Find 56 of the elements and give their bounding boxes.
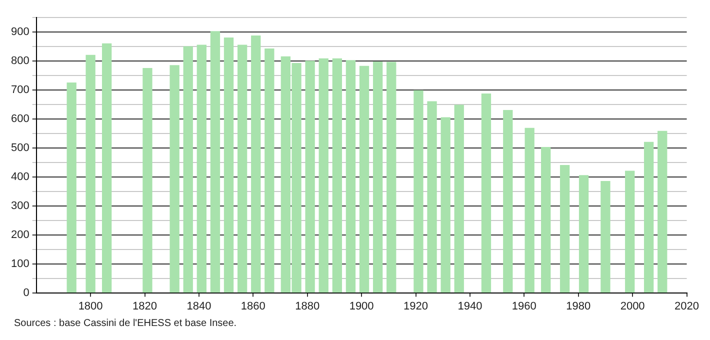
bar — [66, 82, 76, 293]
x-tick-label: 1900 — [349, 300, 374, 312]
bar — [372, 62, 383, 293]
y-tick-label: 300 — [10, 200, 30, 212]
bar — [86, 54, 96, 293]
bar — [658, 130, 668, 293]
bar — [264, 48, 274, 293]
y-tick-label: 800 — [10, 55, 30, 68]
bar — [414, 90, 424, 293]
bar — [224, 38, 234, 293]
bar — [578, 175, 589, 293]
bar — [644, 142, 654, 293]
bar — [318, 58, 328, 293]
bar — [541, 147, 551, 293]
x-tick-label: 2000 — [620, 300, 645, 312]
y-tick-label: 900 — [10, 26, 30, 38]
bar — [251, 36, 261, 293]
bar — [237, 44, 248, 293]
x-tick-label: 1800 — [78, 300, 103, 312]
bar — [210, 31, 220, 293]
y-tick-label: 500 — [10, 142, 30, 154]
bar — [102, 43, 112, 293]
bar — [481, 93, 492, 293]
y-tick-label: 200 — [10, 228, 30, 241]
bar — [183, 46, 193, 293]
x-tick-label: 1980 — [566, 300, 591, 312]
bar — [524, 128, 534, 293]
x-tick-label: 1880 — [295, 300, 320, 312]
y-tick-label: 100 — [10, 258, 30, 270]
bar — [454, 104, 464, 293]
bar — [305, 60, 315, 293]
bar — [625, 170, 635, 293]
bar — [386, 62, 396, 293]
y-tick-label: 400 — [10, 170, 30, 183]
bar — [560, 165, 570, 293]
x-tick-label: 1960 — [512, 300, 536, 312]
x-tick-label: 1820 — [132, 300, 157, 312]
x-tick-label: 1920 — [404, 300, 428, 312]
x-tick-label: 1840 — [186, 300, 212, 312]
bar — [196, 44, 206, 293]
source-note: Sources : base Cassini de l'EHESS et base Insee. — [14, 318, 238, 329]
bar — [427, 101, 437, 293]
y-tick-label: 600 — [10, 113, 30, 126]
bar — [440, 117, 450, 293]
bar — [503, 110, 513, 293]
x-tick-label: 2020 — [674, 300, 700, 312]
bar — [346, 60, 356, 293]
y-tick-label: 700 — [10, 84, 30, 96]
bar — [600, 180, 610, 293]
bar — [359, 66, 370, 293]
x-tick-label: 1940 — [458, 300, 482, 312]
y-tick-label: 0 — [23, 286, 30, 299]
x-tick-label: 1860 — [240, 300, 266, 312]
bar — [332, 58, 342, 293]
bar — [170, 65, 180, 293]
bar — [142, 68, 152, 293]
